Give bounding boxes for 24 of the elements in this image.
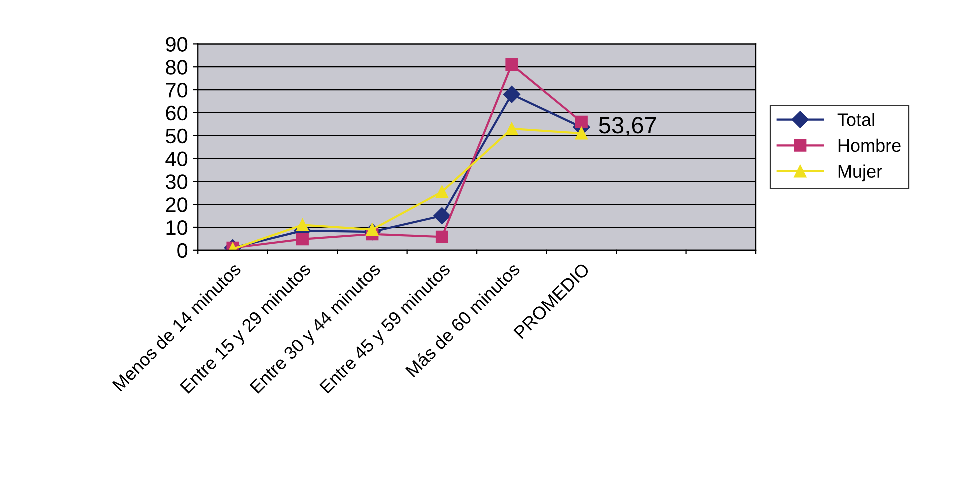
point (436, 230, 448, 244)
y-tick-label: 0 (178, 243, 188, 258)
point (506, 122, 518, 136)
legend-label: Hombre (838, 138, 901, 152)
point (434, 207, 451, 225)
y-tick-label: 30 (166, 174, 188, 190)
point (436, 186, 448, 198)
y-tick-label: 90 (166, 37, 188, 52)
y-tick-label: 60 (166, 106, 188, 121)
y-tick-label: 10 (166, 220, 188, 236)
annotation: 53,67 (599, 117, 656, 137)
legend-label: Total (838, 113, 874, 126)
point (296, 218, 309, 232)
point (506, 58, 518, 72)
point (575, 116, 588, 128)
y-tick-label: 80 (166, 60, 188, 75)
y-tick-label: 40 (166, 152, 188, 167)
point (575, 127, 588, 140)
point (296, 233, 309, 246)
legend-label: Mujer (838, 164, 882, 182)
point (503, 86, 520, 104)
y-tick-label: 70 (166, 83, 188, 98)
y-tick-label: 50 (166, 128, 188, 144)
y-tick-label: 20 (166, 198, 188, 212)
